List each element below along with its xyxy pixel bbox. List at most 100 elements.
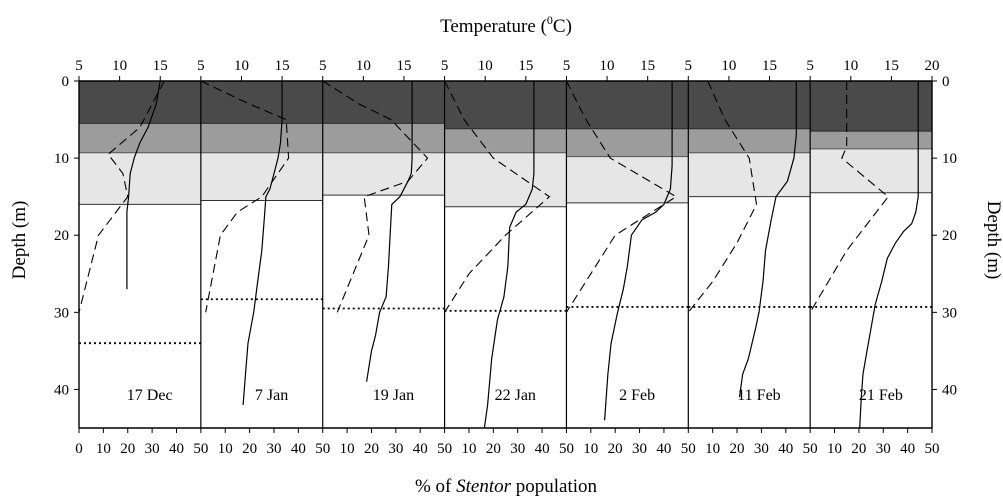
bottom-tick-label: 30 [510,441,525,457]
layer-dark-6 [810,81,932,132]
layer-light-2 [322,152,445,196]
bottom-tick-label: 40 [169,441,184,457]
temperature-line-1 [242,81,283,405]
layer-medium-4 [566,128,689,157]
top-tick-label: 5 [75,58,83,74]
layer-ticks [74,76,938,433]
panel-date-label: 22 Jan [495,387,536,404]
bottom-tick-label: 10 [218,441,233,457]
bottom-tick-label: 30 [145,441,160,457]
top-tick-label: 5 [806,58,814,74]
panel-date-label: 21 Feb [859,387,903,404]
bottom-tick-label: 50 [803,441,818,457]
temperature-line-3 [483,81,535,428]
layer-frame [78,80,933,429]
left-tick-label: 0 [62,74,70,90]
layer-light-4 [566,156,689,203]
layer-medium-5 [688,128,811,153]
layer-medium-0 [79,123,201,153]
bottom-tick-label: 50 [437,441,452,457]
top-axis-title: Temperature (0C) [440,13,572,37]
top-tick-label: 5 [563,58,571,74]
top-tick-label: 10 [112,58,127,74]
top-tick-label: 10 [600,58,615,74]
top-tick-label: 20 [925,58,940,74]
layer-medium-2 [322,123,445,153]
bottom-tick-label: 50 [193,441,208,457]
bottom-tick-label: 10 [340,441,355,457]
top-tick-label: 10 [478,58,493,74]
temperature-line-0 [126,81,161,290]
top-tick-label: 10 [356,58,371,74]
bottom-tick-label: 30 [388,441,403,457]
top-axis-title-post: C) [553,16,572,37]
bottom-tick-label: 10 [583,441,598,457]
top-tick-label: 10 [234,58,249,74]
bottom-tick-label: 20 [486,441,501,457]
bottom-tick-label: 40 [656,441,671,457]
bottom-axis-title-italic: Stentor [456,476,511,497]
top-tick-label: 15 [396,58,411,74]
top-tick-label: 15 [762,58,777,74]
panel-date-label: 11 Feb [737,387,780,404]
layer-light-0 [79,152,201,205]
left-axis-title: Depth (m) [9,201,30,280]
temperature-line-6 [859,81,919,428]
left-tick-label: 20 [54,228,69,244]
bottom-tick-label: 40 [900,441,915,457]
layer-light-3 [444,152,567,207]
bottom-tick-label: 50 [681,441,696,457]
bottom-tick-label: 30 [632,441,647,457]
bottom-tick-label: 50 [559,441,574,457]
stentor-line-6 [809,81,889,313]
temperature-line-4 [604,81,673,421]
bottom-tick-label: 40 [535,441,550,457]
layer-medium-1 [200,123,323,153]
bottom-tick-label: 40 [291,441,306,457]
layer-medium-3 [444,128,567,153]
bottom-tick-label: 10 [96,441,111,457]
top-tick-label: 15 [518,58,533,74]
right-axis-title: Depth (m) [983,201,1003,280]
top-axis-title-sup: 0 [547,13,553,27]
bottom-tick-label: 20 [608,441,623,457]
bottom-tick-label: 0 [75,441,83,457]
bottom-tick-label: 10 [461,441,476,457]
stentor-line-5 [687,81,758,313]
top-tick-label: 5 [319,58,327,74]
top-tick-label: 5 [197,58,205,74]
top-tick-label: 10 [721,58,736,74]
top-tick-label: 15 [884,58,899,74]
stentor-line-2 [322,81,429,313]
layer-curves [79,81,932,428]
layer-dark-5 [688,81,811,129]
bottom-tick-label: 30 [876,441,891,457]
stentor-line-1 [200,81,290,313]
panel-date-label: 17 Dec [127,387,173,404]
layer-dark-1 [200,81,323,124]
bottom-tick-label: 10 [827,441,842,457]
panel-date-label: 2 Feb [619,387,655,404]
temperature-line-2 [366,81,413,382]
left-tick-label: 30 [54,305,69,321]
layer-light-1 [200,152,323,201]
stentor-line-4 [565,81,678,313]
bottom-tick-label: 30 [754,441,769,457]
top-tick-label: 10 [843,58,858,74]
layer-medium-6 [810,131,932,149]
layer-dark-0 [79,81,201,124]
bottom-axis-title: % of Stentor population [415,476,598,497]
bottom-tick-label: 30 [266,441,281,457]
layer-shading [79,81,932,208]
top-tick-label: 5 [441,58,449,74]
layer-dark-4 [566,81,689,129]
right-tick-label: 30 [942,305,957,321]
bottom-tick-label: 20 [364,441,379,457]
stentor-line-0 [79,81,165,313]
layer-dark-3 [444,81,567,129]
right-tick-label: 10 [942,151,957,167]
bottom-axis-title-post: population [511,476,598,497]
bottom-tick-label: 20 [120,441,135,457]
